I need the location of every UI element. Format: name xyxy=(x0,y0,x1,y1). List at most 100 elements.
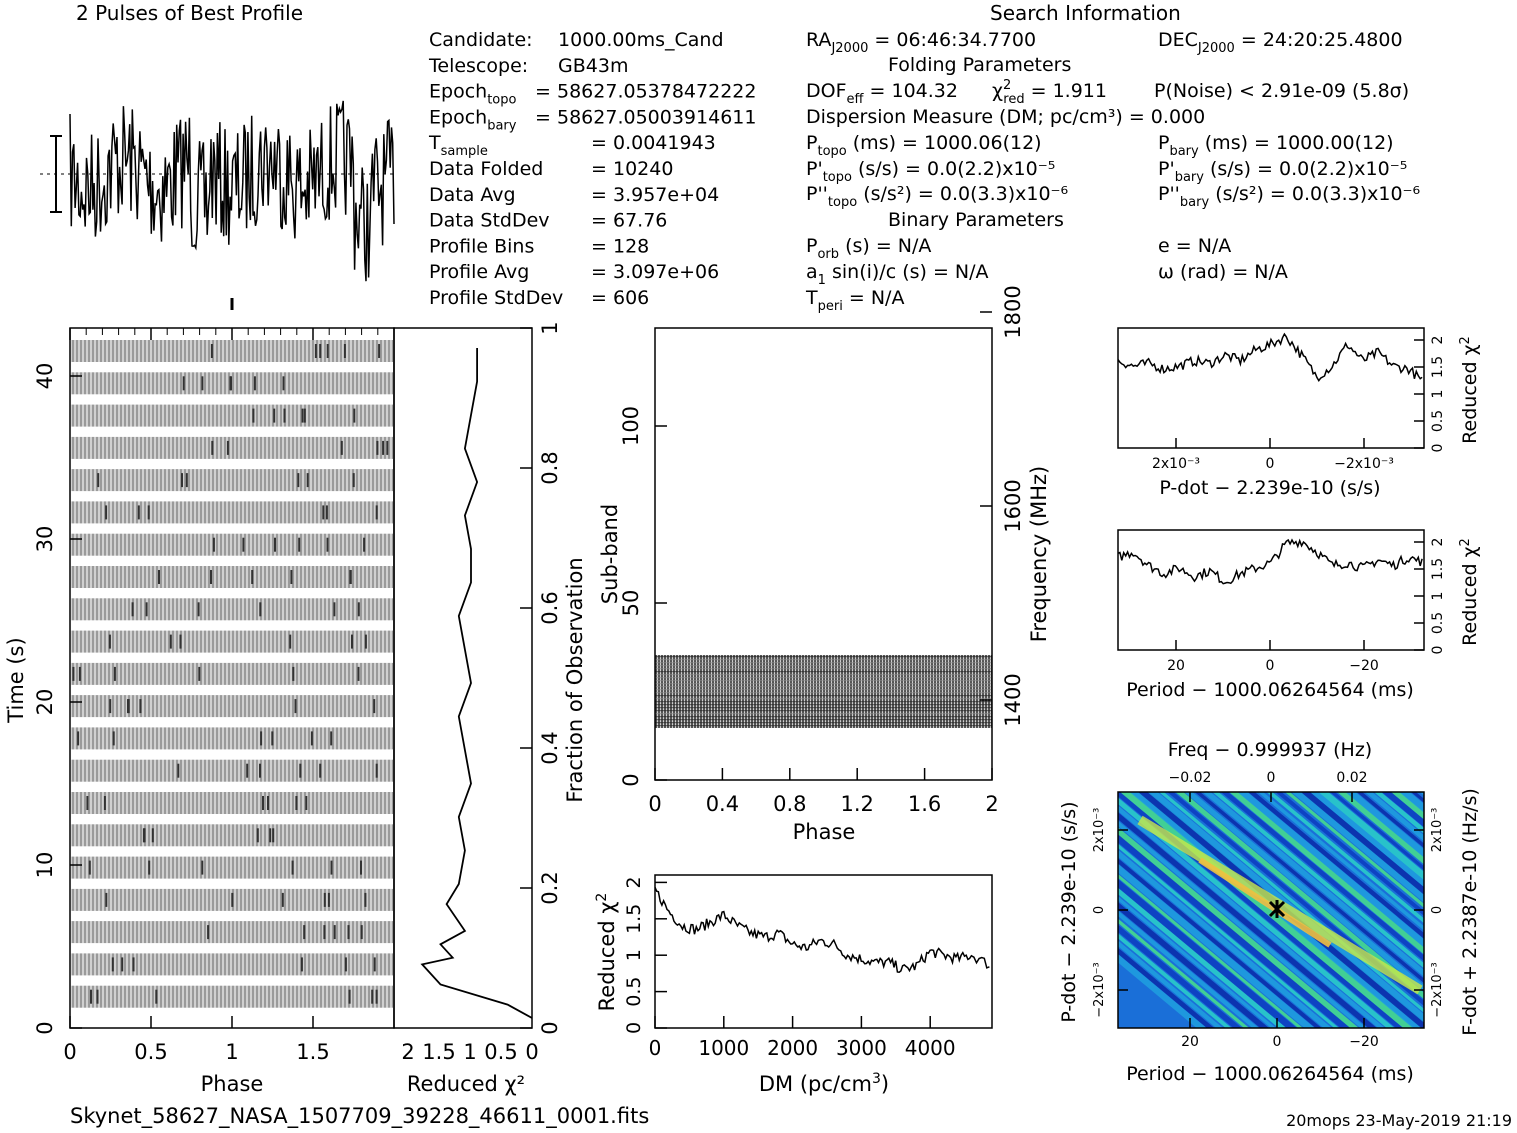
time-band-pixel xyxy=(72,666,75,681)
time-band-pixel xyxy=(343,344,346,358)
time-band-pixel xyxy=(251,570,254,584)
chi2-tick-label: 1.5 xyxy=(422,1040,455,1064)
dm-chi-tick-label: 0.5 xyxy=(623,976,645,1006)
time-band xyxy=(71,501,393,524)
subband-row xyxy=(655,710,992,712)
pdot-line xyxy=(1117,332,1423,382)
time-band-pixel xyxy=(289,634,292,649)
time-band-pixel xyxy=(139,699,142,714)
pp-stripe xyxy=(1247,792,1424,939)
subband-row xyxy=(655,695,992,697)
dm-chi-tick-label: 1 xyxy=(623,949,645,961)
folding-params-title: Folding Parameters xyxy=(888,54,1071,76)
time-band-pixel xyxy=(301,408,304,423)
time-band-pixel xyxy=(373,957,376,972)
pp-dot-right-label: F-dot + 2.2387e-10 (Hz/s) xyxy=(1459,788,1481,1036)
time-band-pixel xyxy=(256,828,259,843)
p-topo: Ptopo (ms) = 1000.06(12) xyxy=(806,132,1042,159)
fraction-tick-label: 0.4 xyxy=(538,731,562,764)
pp-dot-title: Freq − 0.999937 (Hz) xyxy=(1168,739,1372,761)
time-band xyxy=(71,533,393,556)
time-band-pixel xyxy=(109,699,112,714)
footer-filename: Skynet_58627_NASA_1507709_39228_46611_00… xyxy=(70,1104,649,1129)
small-y-tick-label: 2 xyxy=(1430,336,1446,345)
time-band-pixel xyxy=(121,957,124,972)
pddot-bary: P''bary (s/s²) = 0.0(3.3)x10⁻⁶ xyxy=(1158,183,1420,210)
time-band-pixel xyxy=(375,989,378,1004)
pp-stripe xyxy=(1118,864,1315,1028)
ra-value: RAJ2000 = 06:46:34.7700 xyxy=(806,29,1036,56)
asini-value: a1 sin(i)/c (s) = N/A xyxy=(806,261,989,288)
subband-row xyxy=(655,701,992,703)
dm-tick-label: 1000 xyxy=(698,1036,749,1060)
time-band-pixel xyxy=(349,570,352,584)
time-band-pixel xyxy=(198,666,201,681)
pp-stripe xyxy=(1118,918,1250,1028)
time-band-pixel xyxy=(326,537,329,552)
pp-stripe xyxy=(1381,792,1424,828)
dm-ylabel: Reduced χ2 xyxy=(594,893,619,1012)
time-band xyxy=(71,759,393,782)
dm-value: Dispersion Measure (DM; pc/cm³) = 0.000 xyxy=(806,106,1205,128)
pdot-ylabel: Reduced χ2 xyxy=(1458,336,1481,444)
search-info-title: Search Information xyxy=(990,1,1181,25)
pp-stripe xyxy=(1118,940,1224,1028)
dm-tick-label: 3000 xyxy=(836,1036,887,1060)
subband-row xyxy=(655,686,992,688)
subband-row xyxy=(655,665,992,667)
pp-stripe xyxy=(1184,792,1424,992)
time-band-pixel xyxy=(78,666,81,681)
time-band-pixel xyxy=(211,440,214,455)
time-band-pixel xyxy=(260,731,263,746)
phase-tick-label: 0 xyxy=(63,1040,76,1064)
pp-stripe xyxy=(1337,792,1424,865)
candidate-row: Data StdDev = 67.76 xyxy=(429,210,667,232)
phase-tick-label: 0.5 xyxy=(134,1040,167,1064)
time-band-pixel xyxy=(151,828,154,843)
time-band-pixel xyxy=(371,989,374,1004)
time-band-pixel xyxy=(310,731,313,746)
small-y-tick-label: 1 xyxy=(1430,390,1446,399)
time-band-pixel xyxy=(90,989,92,1004)
footer-stamp: 20mops 23-May-2019 21:19 xyxy=(1286,1111,1512,1130)
pp-stripe xyxy=(1202,792,1424,977)
pp-stripe xyxy=(1158,792,1424,1013)
time-phase-plot: 0 0.5 1 1.5 0 10 20 30 40 Phase Time (s) xyxy=(4,327,395,1096)
time-tick-label: 0 xyxy=(33,1021,57,1034)
chi2-tick-label: 0 xyxy=(525,1040,538,1064)
pp-stripe xyxy=(1194,792,1424,984)
time-band-pixel xyxy=(169,634,172,649)
time-band-pixel xyxy=(88,860,91,875)
pp-stripe xyxy=(1492,760,1517,1060)
subband-row xyxy=(655,683,992,685)
subband-row xyxy=(655,671,992,673)
pp-stripe xyxy=(1212,792,1424,969)
time-band-pixel xyxy=(201,376,204,391)
pp-stripe xyxy=(1266,792,1424,924)
period-xlabel: Period − 1000.06264564 (ms) xyxy=(1126,679,1414,701)
pdot-xlabel: P-dot − 2.239e-10 (s/s) xyxy=(1159,477,1380,499)
small-x-tick-label: 0 xyxy=(1266,456,1275,472)
time-band-pixel xyxy=(131,602,134,617)
dm-line xyxy=(654,887,990,973)
chi2-tick-label: 0.5 xyxy=(484,1040,517,1064)
pp-stripe xyxy=(1390,792,1424,820)
candidate-row: Epochbary = 58627.05003914611 xyxy=(429,106,756,133)
pp-top-tick-label: 0 xyxy=(1267,770,1276,786)
time-tick-label: 20 xyxy=(33,689,57,716)
time-band-pixel xyxy=(147,505,150,520)
subband-tick-label: 100 xyxy=(619,406,643,446)
pddot-topo: P''topo (s/s²) = 0.0(3.3)x10⁻⁶ xyxy=(806,183,1068,210)
subband-row xyxy=(655,722,992,724)
time-band xyxy=(71,856,393,879)
fraction-label: Fraction of Observation xyxy=(563,557,587,802)
time-band-pixel xyxy=(105,505,108,520)
pp-stripe xyxy=(1345,792,1424,858)
time-band-pixel xyxy=(330,731,333,746)
omega-value: ω (rad) = N/A xyxy=(1158,261,1288,283)
time-band-pixel xyxy=(272,828,275,843)
time-band-pixel xyxy=(364,892,367,907)
pdot-bary: P'bary (s/s) = 0.0(2.2)x10⁻⁵ xyxy=(1158,158,1407,185)
time-band xyxy=(71,630,393,653)
pp-stripe xyxy=(1300,792,1424,895)
